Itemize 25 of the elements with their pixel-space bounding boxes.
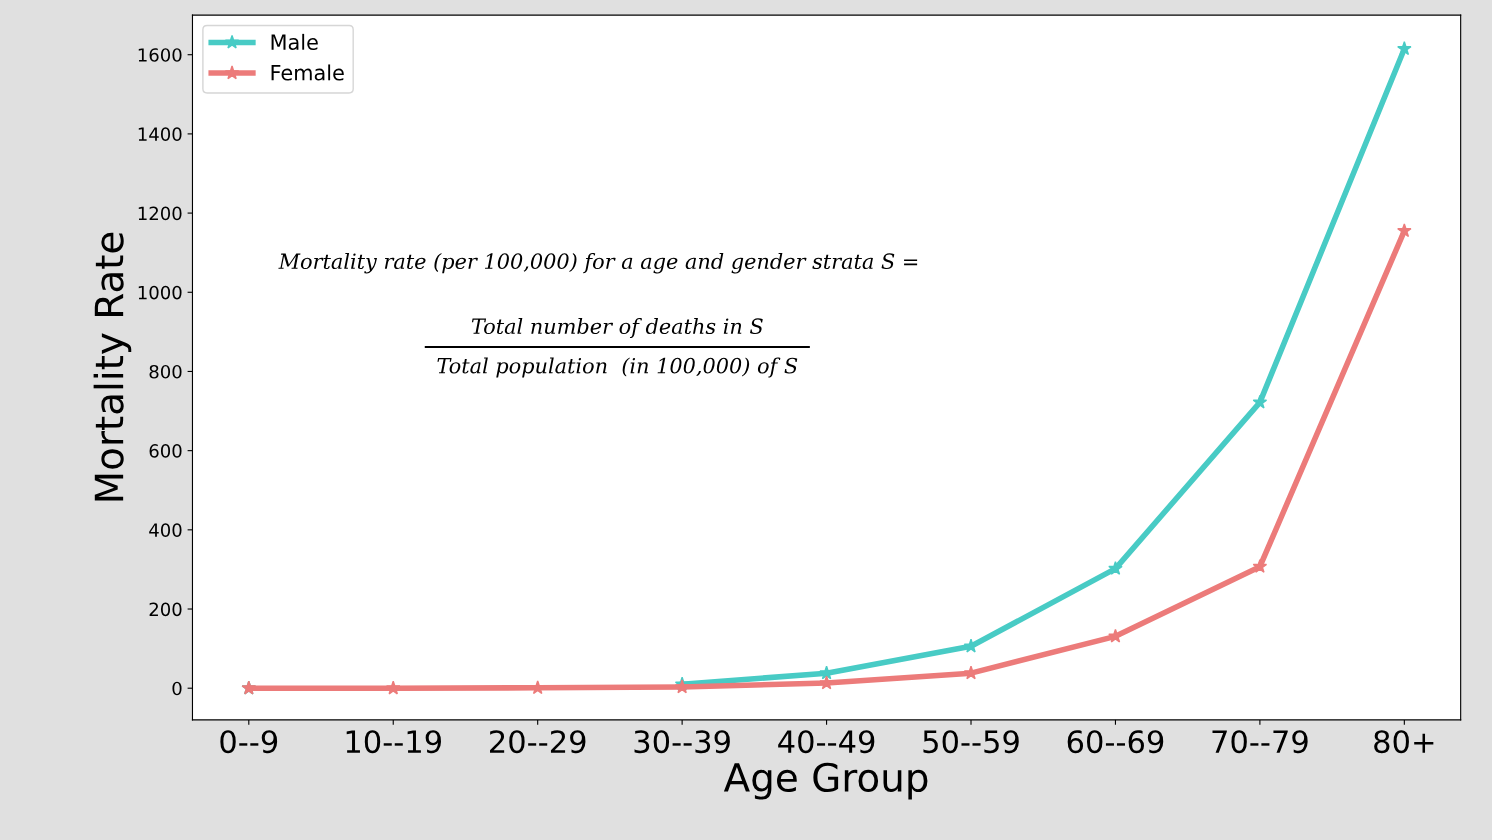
- annotation: Total number of deaths in S: [471, 317, 763, 339]
- y-tick-label: 1400: [138, 127, 182, 142]
- y-axis-title: Mortality Rate: [93, 232, 132, 501]
- y-tick-label: 200: [149, 602, 182, 617]
- y-tick-label: 800: [149, 364, 182, 379]
- y-tick-label: 0: [172, 681, 182, 696]
- y-tick-label: 400: [149, 523, 182, 537]
- x-tick-label: 40--49: [778, 730, 875, 754]
- x-tick-label: 50--59: [923, 730, 1019, 754]
- x-tick-label: 20--29: [490, 730, 586, 754]
- y-tick-label: 1000: [138, 285, 182, 300]
- y-tick-label: 1600: [138, 48, 182, 62]
- annotation: Total population (in 100,000) of S: [437, 357, 798, 378]
- x-tick-label: 60--69: [1067, 730, 1164, 754]
- annotation: Mortality rate (per 100,000) for a age and gender strata S =: [278, 252, 918, 274]
- legend-label: Female: [271, 64, 344, 81]
- x-tick-label: 30--39: [634, 730, 730, 754]
- y-tick-label: 1200: [138, 206, 182, 221]
- y-tick-label: 600: [149, 444, 182, 458]
- legend-label: Male: [271, 33, 318, 50]
- x-tick-label: 80+: [1374, 730, 1434, 754]
- x-axis-title: Age Group: [723, 762, 928, 800]
- x-tick-label: 10--19: [346, 730, 441, 754]
- x-tick-label: 0--9: [220, 730, 278, 754]
- x-tick-label: 70--79: [1212, 730, 1308, 754]
